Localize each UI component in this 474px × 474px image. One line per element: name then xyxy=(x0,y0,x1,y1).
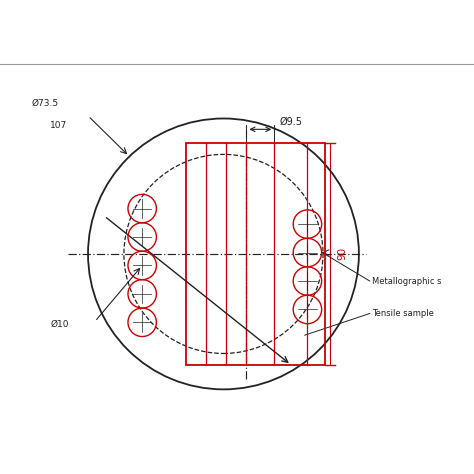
Text: Ø9.5: Ø9.5 xyxy=(280,117,303,127)
Bar xyxy=(185,143,325,365)
Text: Metallographic s: Metallographic s xyxy=(373,276,442,285)
Text: Ø73.5: Ø73.5 xyxy=(31,99,58,108)
Text: 107: 107 xyxy=(50,121,67,130)
Text: Ø10: Ø10 xyxy=(50,320,69,329)
Text: Tensile sample: Tensile sample xyxy=(373,309,434,318)
Text: 90: 90 xyxy=(337,247,347,261)
